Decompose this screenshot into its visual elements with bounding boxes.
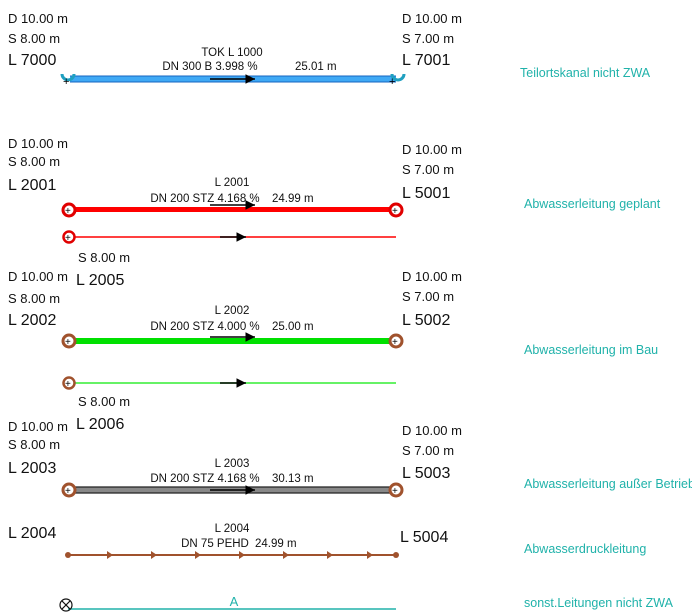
tok-left-id: L 7000 <box>8 52 56 69</box>
im-bau-start-manhole-icon: + <box>61 333 77 349</box>
im-bau-end-manhole-icon: + <box>388 333 404 349</box>
ausser-betrieb-end-manhole-icon: + <box>388 482 404 498</box>
ausser-betrieb-length: 30.13 m <box>272 473 314 485</box>
druck-left-id: L 2004 <box>8 525 56 542</box>
druck-flow-arrows <box>107 551 373 559</box>
sonst-valve-icon <box>59 598 73 612</box>
druck-arrow-7 <box>367 551 373 559</box>
geplant-branch-id: L 2005 <box>76 272 124 289</box>
legend-teilortskanal: Teilortskanal nicht ZWA <box>520 66 651 80</box>
im-bau-branch-manhole-icon: + <box>62 376 76 390</box>
geplant-start-manhole-icon: + <box>61 202 77 218</box>
druck-end-node <box>393 552 399 558</box>
legend-sonst: sonst.Leitungen nicht ZWA <box>524 596 674 610</box>
im-bau-group: D 10.00 m S 8.00 m L 2002 D 10.00 m S 7.… <box>8 269 658 433</box>
svg-text:+: + <box>392 486 398 497</box>
tok-title: TOK L 1000 <box>201 47 262 59</box>
tok-right-sole: S 7.00 m <box>402 31 454 46</box>
druck-title: L 2004 <box>215 523 250 535</box>
im-bau-branch-id: L 2006 <box>76 416 124 433</box>
legend-geplant: Abwasserleitung geplant <box>524 197 661 211</box>
tok-left-depth: D 10.00 m <box>8 11 68 26</box>
ausser-betrieb-right-sole: S 7.00 m <box>402 443 454 458</box>
geplant-left-sole: S 8.00 m <box>8 154 60 169</box>
svg-text:+: + <box>65 337 71 348</box>
geplant-left-depth: D 10.00 m <box>8 136 68 151</box>
ausser-betrieb-start-manhole-icon: + <box>61 482 77 498</box>
ausser-betrieb-right-id: L 5003 <box>402 465 450 482</box>
svg-text:+: + <box>65 379 71 390</box>
ausser-betrieb-left-sole: S 8.00 m <box>8 437 60 452</box>
svg-text:+: + <box>389 76 395 88</box>
teilortskanal-group: D 10.00 m S 8.00 m L 7000 D 10.00 m S 7.… <box>8 11 651 88</box>
geplant-branch-sole: S 8.00 m <box>78 250 130 265</box>
tok-end-node-icon: + <box>389 73 406 88</box>
tok-right-id: L 7001 <box>402 52 450 69</box>
svg-text:+: + <box>65 206 71 217</box>
legend-im-bau: Abwasserleitung im Bau <box>524 343 658 357</box>
druck-arrow-2 <box>151 551 157 559</box>
sonst-group: A sonst.Leitungen nicht ZWA <box>59 594 674 612</box>
ausser-betrieb-right-depth: D 10.00 m <box>402 423 462 438</box>
im-bau-left-sole: S 8.00 m <box>8 291 60 306</box>
im-bau-right-sole: S 7.00 m <box>402 289 454 304</box>
druck-start-node <box>65 552 71 558</box>
geplant-title: L 2001 <box>215 177 250 189</box>
druck-group: L 2004 L 5004 L 2004 DN 75 PEHD 24.99 m … <box>8 523 646 559</box>
geplant-branch-manhole-icon: + <box>62 230 76 244</box>
sonst-label: A <box>230 594 239 609</box>
svg-text:+: + <box>392 206 398 217</box>
druck-arrow-4 <box>239 551 245 559</box>
geplant-right-sole: S 7.00 m <box>402 162 454 177</box>
svg-text:+: + <box>65 233 71 244</box>
im-bau-right-id: L 5002 <box>402 312 450 329</box>
legend-druck: Abwasserdruckleitung <box>524 542 646 556</box>
druck-length: 24.99 m <box>255 538 297 550</box>
druck-spec: DN 75 PEHD <box>181 538 249 550</box>
ausser-betrieb-title: L 2003 <box>215 458 250 470</box>
im-bau-left-depth: D 10.00 m <box>8 269 68 284</box>
druck-arrow-1 <box>107 551 113 559</box>
geplant-right-id: L 5001 <box>402 185 450 202</box>
druck-arrow-3 <box>195 551 201 559</box>
im-bau-branch-sole: S 8.00 m <box>78 394 130 409</box>
im-bau-right-depth: D 10.00 m <box>402 269 462 284</box>
im-bau-title: L 2002 <box>215 305 250 317</box>
ausser-betrieb-left-depth: D 10.00 m <box>8 419 68 434</box>
tok-left-sole: S 8.00 m <box>8 31 60 46</box>
im-bau-left-id: L 2002 <box>8 312 56 329</box>
ausser-betrieb-group: D 10.00 m S 8.00 m L 2003 D 10.00 m S 7.… <box>8 419 692 498</box>
druck-arrow-5 <box>283 551 289 559</box>
tok-right-depth: D 10.00 m <box>402 11 462 26</box>
ausser-betrieb-spec: DN 200 STZ 4.168 % <box>150 473 259 485</box>
tok-spec: DN 300 B 3.998 % <box>162 61 257 73</box>
druck-arrow-6 <box>327 551 333 559</box>
svg-text:+: + <box>63 76 69 88</box>
geplant-left-id: L 2001 <box>8 177 56 194</box>
im-bau-length: 25.00 m <box>272 321 314 333</box>
geplant-group: D 10.00 m S 8.00 m L 2001 D 10.00 m S 7.… <box>8 136 661 289</box>
tok-length: 25.01 m <box>295 61 337 73</box>
geplant-pipe <box>70 207 396 212</box>
geplant-end-manhole-icon: + <box>388 202 404 218</box>
geplant-length: 24.99 m <box>272 193 314 205</box>
geplant-spec: DN 200 STZ 4.168 % <box>150 193 259 205</box>
legend-ausser-betrieb: Abwasserleitung außer Betrieb <box>524 477 692 491</box>
svg-text:+: + <box>65 486 71 497</box>
im-bau-spec: DN 200 STZ 4.000 % <box>150 321 259 333</box>
svg-text:+: + <box>392 337 398 348</box>
im-bau-pipe <box>70 338 396 344</box>
ausser-betrieb-left-id: L 2003 <box>8 460 56 477</box>
geplant-right-depth: D 10.00 m <box>402 142 462 157</box>
druck-right-id: L 5004 <box>400 529 448 546</box>
tok-start-node-icon: + <box>60 73 76 88</box>
